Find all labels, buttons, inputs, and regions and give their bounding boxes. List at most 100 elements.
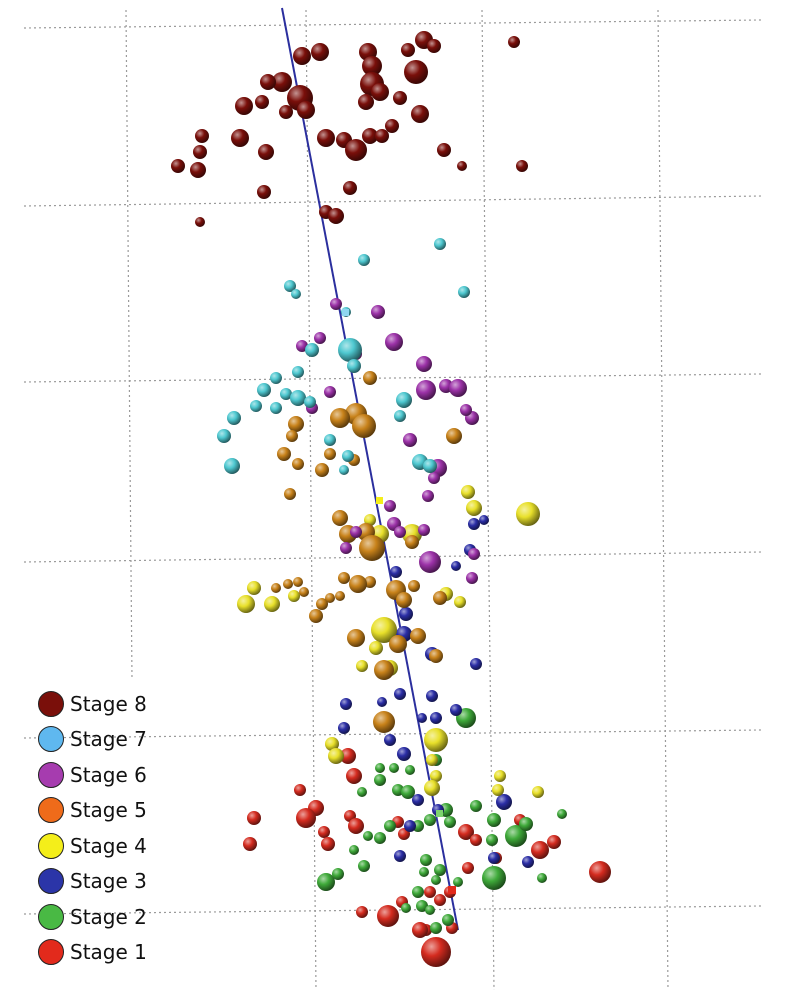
legend-label: Stage 4 [70,833,147,858]
data-point-stage-4 [328,748,344,764]
data-point-stage-8 [235,97,253,115]
data-point-stage-2 [519,817,533,831]
data-point-stage-6 [330,298,342,310]
legend-item-stage-8: Stage 8 [38,686,147,722]
data-point-stage-8 [195,217,205,227]
data-point-stage-2 [505,825,527,847]
data-point-stage-1 [318,826,330,838]
data-point-stage-2 [389,763,399,773]
legend-label: Stage 2 [70,904,147,929]
data-point-stage-4 [364,514,376,526]
data-point-stage-6 [371,305,385,319]
data-point-stage-5 [292,458,304,470]
data-point-stage-8 [258,144,274,160]
data-point-stage-1 [321,837,335,851]
data-point-stage-1 [462,862,474,874]
data-point-stage-1 [377,905,399,927]
data-point-stage-1 [340,748,356,764]
data-point-stage-7 [280,388,292,400]
legend-label: Stage 7 [70,727,147,752]
legend: Stage 8 Stage 7 Stage 6 Stage 5 Stage 4 … [38,686,147,970]
data-point-stage-8 [516,160,528,172]
data-point-stage-5 [288,416,304,432]
data-point-stage-6 [394,526,406,538]
data-point-stage-5 [408,580,420,592]
data-point-stage-6 [422,490,434,502]
data-point-stage-2 [470,800,482,812]
data-point-stage-4 [492,784,504,796]
data-point-stage-5 [338,572,350,584]
data-point-stage-8 [255,95,269,109]
data-point-stage-2 [434,864,446,876]
data-point-stage-1 [547,835,561,849]
data-point-stage-1 [348,818,364,834]
data-point-stage-4 [461,485,475,499]
legend-swatch-stage-5 [38,797,64,824]
data-point-stage-3 [470,658,482,670]
grid-lines [23,9,763,991]
data-point-stage-4 [532,786,544,798]
data-point-stage-6 [340,542,352,554]
data-point-stage-5 [309,609,323,623]
data-point-stage-7 [304,396,316,408]
legend-label: Stage 3 [70,869,147,894]
data-point-stage-8 [385,119,399,133]
data-point-stage-5 [374,660,394,680]
data-point-stage-3 [496,794,512,810]
data-point-stage-8 [190,162,206,178]
legend-item-stage-5: Stage 5 [38,793,147,829]
data-point-stage-8 [411,105,429,123]
data-point-stage-6 [314,332,326,344]
data-point-stage-8 [358,94,374,110]
data-point-stage-5 [433,591,447,605]
data-point-stage-7 [394,410,406,422]
data-point-stage-6 [416,356,432,372]
legend-swatch-stage-4 [38,832,64,859]
wellbore-line [281,7,459,931]
data-point-stage-2 [420,854,432,866]
data-point-stage-2 [487,813,501,827]
data-point-stage-2 [416,900,428,912]
data-point-stage-5 [405,535,419,549]
data-point-stage-5 [359,535,385,561]
data-point-stage-5 [429,649,443,663]
data-point-stage-2 [401,785,415,799]
data-point-stage-3 [522,856,534,868]
data-point-stage-3 [451,561,461,571]
data-point-stage-6 [460,404,472,416]
data-point-stage-2 [401,903,411,913]
data-point-stage-1 [243,837,257,851]
data-point-stage-2 [419,867,429,877]
data-point-stage-3 [412,794,424,806]
data-point-stage-4 [237,595,255,613]
data-point-stage-8 [260,74,276,90]
data-point-stage-8 [328,208,344,224]
data-point-stage-2 [486,834,498,846]
data-point-stage-8 [437,143,451,157]
data-point-stage-4 [356,660,368,672]
data-point-stage-8 [457,161,467,171]
data-point-stage-8 [508,36,520,48]
data-point-stage-6 [468,548,480,560]
data-point-stage-5 [330,408,350,428]
data-point-stage-8 [171,159,185,173]
data-point-stage-7 [434,238,446,250]
data-point-stage-5 [283,579,293,589]
data-point-stage-6 [324,386,336,398]
data-point-stage-8 [375,129,389,143]
data-point-stage-3 [394,688,406,700]
data-point-stage-1 [589,861,611,883]
data-point-stage-7 [396,392,412,408]
data-point-stage-6 [385,333,403,351]
data-point-stage-2 [557,809,567,819]
legend-item-stage-1: Stage 1 [38,935,147,971]
data-point-stage-5 [286,430,298,442]
data-point-stage-3 [430,712,442,724]
data-point-stage-1 [346,768,362,784]
data-point-stage-6 [419,551,441,573]
data-point-stage-6 [466,572,478,584]
data-point-stage-5 [446,428,462,444]
data-point-stage-8 [257,185,271,199]
data-point-stage-5 [364,576,376,588]
